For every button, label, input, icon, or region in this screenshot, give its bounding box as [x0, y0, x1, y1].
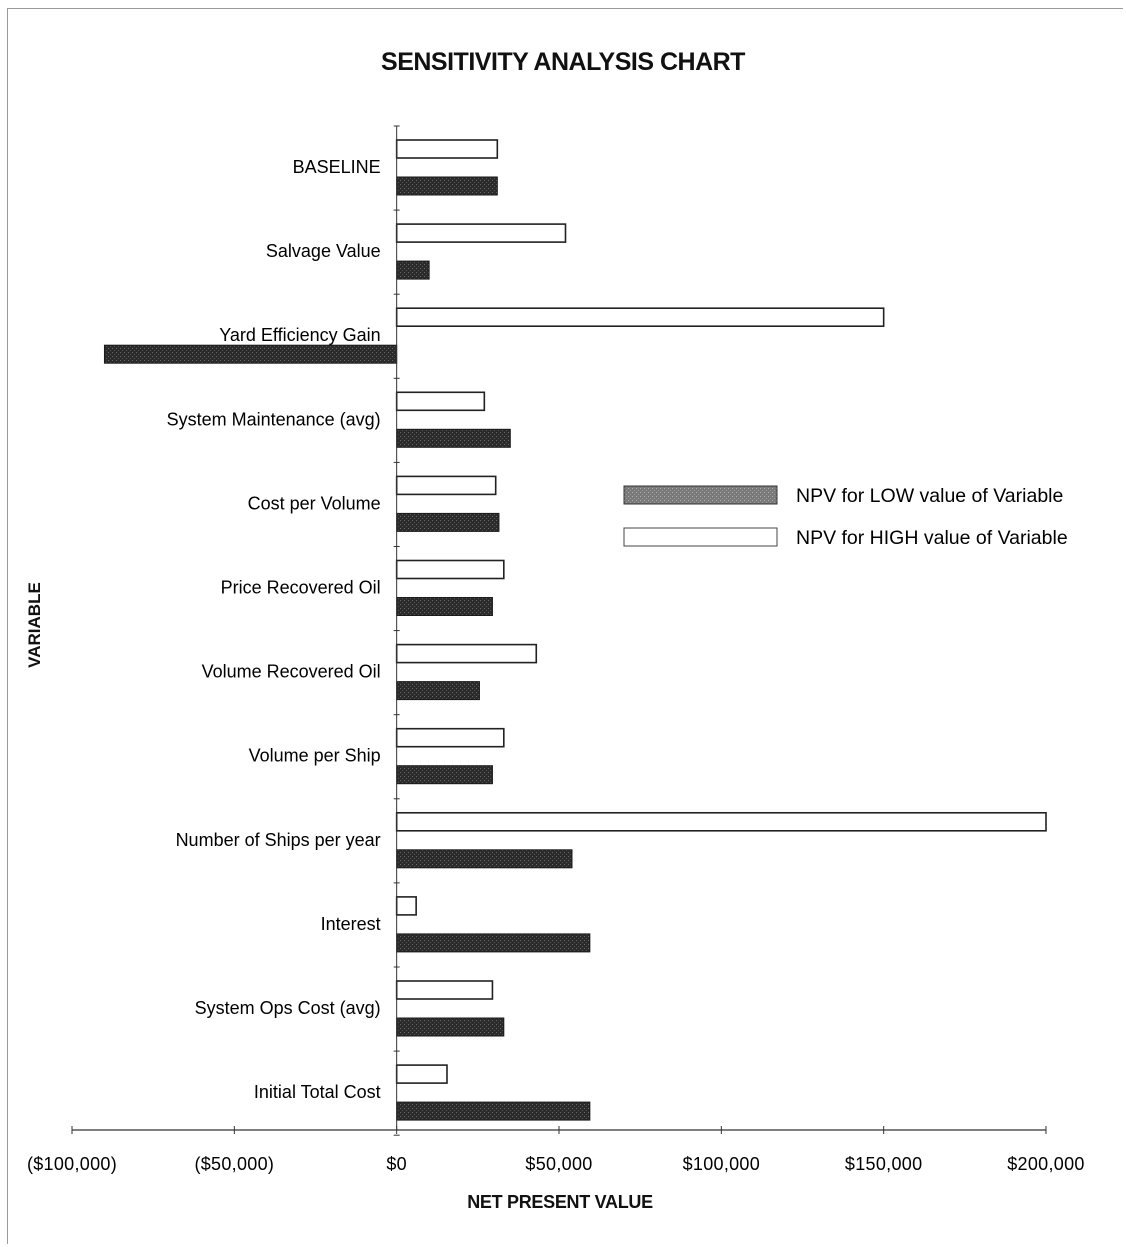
high-value-bar [395, 391, 486, 412]
category-label: Yard Efficiency Gain [219, 325, 380, 345]
low-value-bar [396, 1017, 505, 1037]
category-label: System Ops Cost (avg) [195, 998, 381, 1018]
x-tick-label: ($50,000) [194, 1154, 274, 1174]
low-value-bar [396, 260, 430, 280]
high-value-bar [395, 896, 417, 916]
high-value-bar [395, 811, 1047, 832]
low-value-bar [396, 765, 493, 785]
category-label: Price Recovered Oil [221, 578, 381, 598]
high-value-bar [395, 475, 497, 496]
x-tick-label: ($100,000) [27, 1154, 117, 1174]
low-value-bar [396, 849, 573, 869]
chart-frame [7, 8, 1123, 1244]
legend-label: NPV for LOW value of Variable [796, 485, 1063, 507]
category-label: Interest [321, 914, 381, 934]
category-label: Cost per Volume [248, 493, 381, 513]
high-value-bar [395, 559, 505, 580]
x-axis-title: NET PRESENT VALUE [467, 1192, 653, 1212]
legend-swatch [623, 527, 778, 547]
legend-swatch [623, 485, 778, 505]
category-label: BASELINE [293, 157, 381, 177]
low-value-bar [396, 1101, 591, 1121]
low-value-bar [396, 428, 511, 448]
low-value-bar [396, 512, 500, 532]
category-label: Initial Total Cost [254, 1082, 381, 1102]
category-label: Volume per Ship [249, 746, 381, 766]
x-tick-label: $0 [386, 1154, 407, 1174]
low-value-bar [396, 597, 493, 616]
category-label: Salvage Value [266, 241, 381, 261]
high-value-bar [395, 980, 494, 1000]
category-label: System Maintenance (avg) [167, 409, 381, 429]
low-value-bar [103, 344, 398, 364]
category-label: Number of Ships per year [176, 830, 381, 850]
high-value-bar [395, 139, 499, 159]
low-value-bar [396, 681, 480, 701]
x-tick-label: $150,000 [845, 1154, 922, 1174]
x-tick-label: $50,000 [525, 1154, 592, 1174]
legend-label: NPV for HIGH value of Variable [796, 527, 1068, 549]
high-value-bar [395, 307, 885, 328]
category-label: Volume Recovered Oil [202, 662, 381, 682]
high-value-bar [395, 643, 538, 664]
low-value-bar [396, 933, 591, 953]
high-value-bar [395, 1064, 448, 1084]
high-value-bar [395, 727, 505, 748]
high-value-bar [395, 223, 567, 243]
x-tick-label: $200,000 [1007, 1154, 1084, 1174]
chart-title: SENSITIVITY ANALYSIS CHART [381, 48, 745, 76]
x-tick-label: $100,000 [683, 1154, 760, 1174]
low-value-bar [396, 176, 498, 196]
